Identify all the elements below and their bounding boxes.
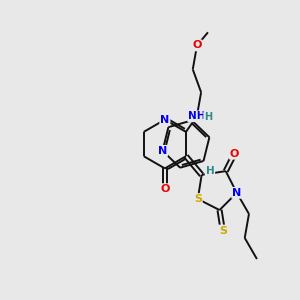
Text: S: S <box>219 226 227 236</box>
Text: H: H <box>204 112 212 122</box>
Text: NH: NH <box>188 111 206 121</box>
Text: S: S <box>194 194 202 204</box>
Text: H: H <box>206 166 214 176</box>
Text: N: N <box>160 115 170 125</box>
Text: N: N <box>158 146 167 156</box>
Text: O: O <box>192 40 202 50</box>
Text: N: N <box>232 188 242 198</box>
Text: O: O <box>230 149 239 159</box>
Text: O: O <box>160 184 170 194</box>
